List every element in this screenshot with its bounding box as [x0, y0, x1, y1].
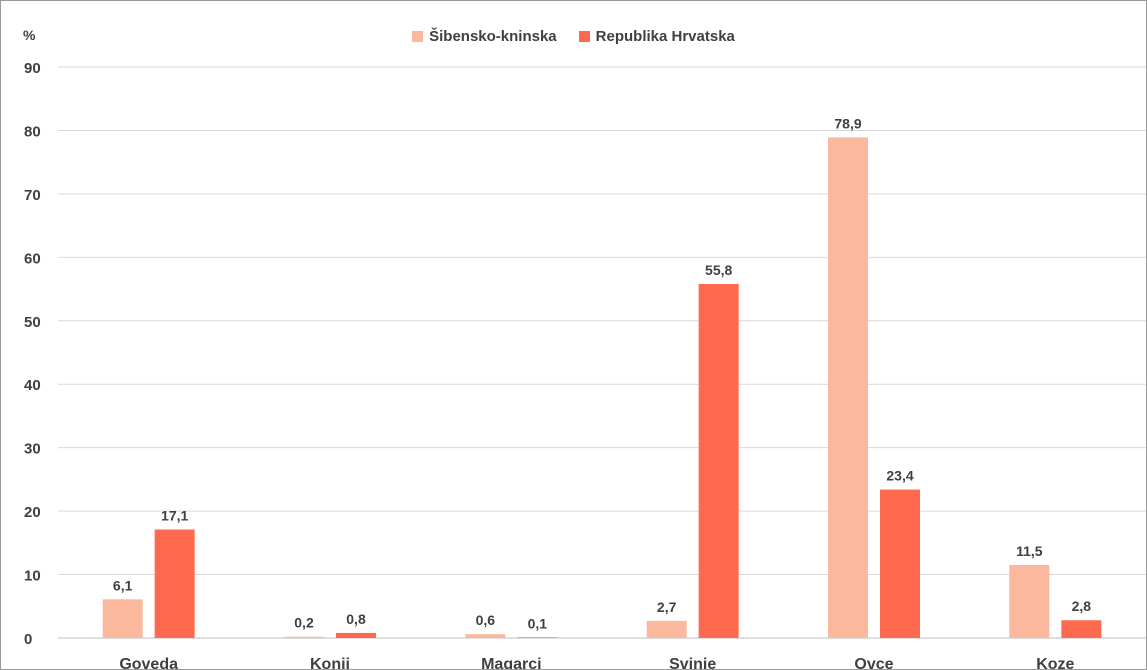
y-tick-label: 0	[24, 631, 32, 648]
bar-series-1	[465, 634, 506, 638]
bars: 6,1 17,1 0,2 0,8 0,6 0,1 2,7 55,8 78,9 23,4 11,5 2,…	[102, 115, 1102, 638]
x-axis-ticks: Goveda Konji Magarci Svinje Ovce Koze	[119, 656, 1074, 669]
data-label: 55,8	[705, 262, 732, 278]
y-tick-label: 60	[24, 250, 41, 267]
x-category-label: Magarci	[481, 656, 541, 669]
x-category-label: Ovce	[854, 656, 893, 669]
bar-series-1	[102, 599, 143, 638]
bar-series-1	[828, 137, 868, 638]
data-label: 6,1	[113, 577, 133, 593]
y-tick-label: 50	[24, 314, 41, 331]
data-label: 11,5	[1016, 543, 1043, 559]
y-tick-label: 90	[24, 60, 41, 77]
x-category-label: Koze	[1036, 656, 1074, 669]
bar-series-2	[154, 529, 195, 638]
y-tick-label: 30	[24, 441, 41, 458]
x-category-label: Svinje	[669, 656, 716, 669]
bar-series-1	[284, 636, 324, 638]
y-axis-ticks: 0 10 20 30 40 50 60 70 80 90	[24, 60, 41, 648]
data-label: 78,9	[834, 115, 861, 131]
bar-series-1	[646, 620, 687, 638]
data-label: 2,7	[657, 599, 677, 615]
y-axis-unit-label: %	[23, 27, 36, 43]
bar-series-2	[517, 637, 558, 638]
bar-series-2	[698, 283, 739, 638]
legend-item-series-1: Šibensko-kninska	[412, 28, 557, 45]
data-label: 0,2	[294, 615, 314, 631]
bar-series-2	[880, 489, 920, 638]
y-tick-label: 20	[24, 504, 41, 521]
chart-legend: Šibensko-kninska Republika Hrvatska	[1, 28, 1146, 45]
data-label: 0,6	[476, 612, 496, 628]
y-tick-label: 40	[24, 377, 41, 394]
bar-series-2	[336, 632, 376, 638]
data-label: 2,8	[1072, 598, 1092, 614]
bar-series-2	[1061, 620, 1102, 638]
gridlines	[58, 66, 1146, 639]
x-category-label: Goveda	[119, 656, 178, 669]
legend-label-series-1: Šibensko-kninska	[429, 28, 557, 45]
legend-item-series-2: Republika Hrvatska	[578, 28, 735, 45]
legend-swatch-series-2	[578, 31, 590, 42]
data-label: 0,1	[528, 615, 548, 631]
data-label: 0,8	[346, 611, 366, 627]
y-tick-label: 80	[24, 123, 41, 140]
y-tick-label: 10	[24, 568, 41, 585]
legend-swatch-series-1	[412, 31, 424, 42]
x-category-label: Konji	[310, 656, 350, 669]
data-label: 23,4	[886, 468, 913, 484]
data-label: 17,1	[161, 508, 188, 524]
legend-label-series-2: Republika Hrvatska	[595, 28, 735, 45]
y-tick-label: 70	[24, 187, 41, 204]
bar-series-1	[1009, 565, 1050, 638]
